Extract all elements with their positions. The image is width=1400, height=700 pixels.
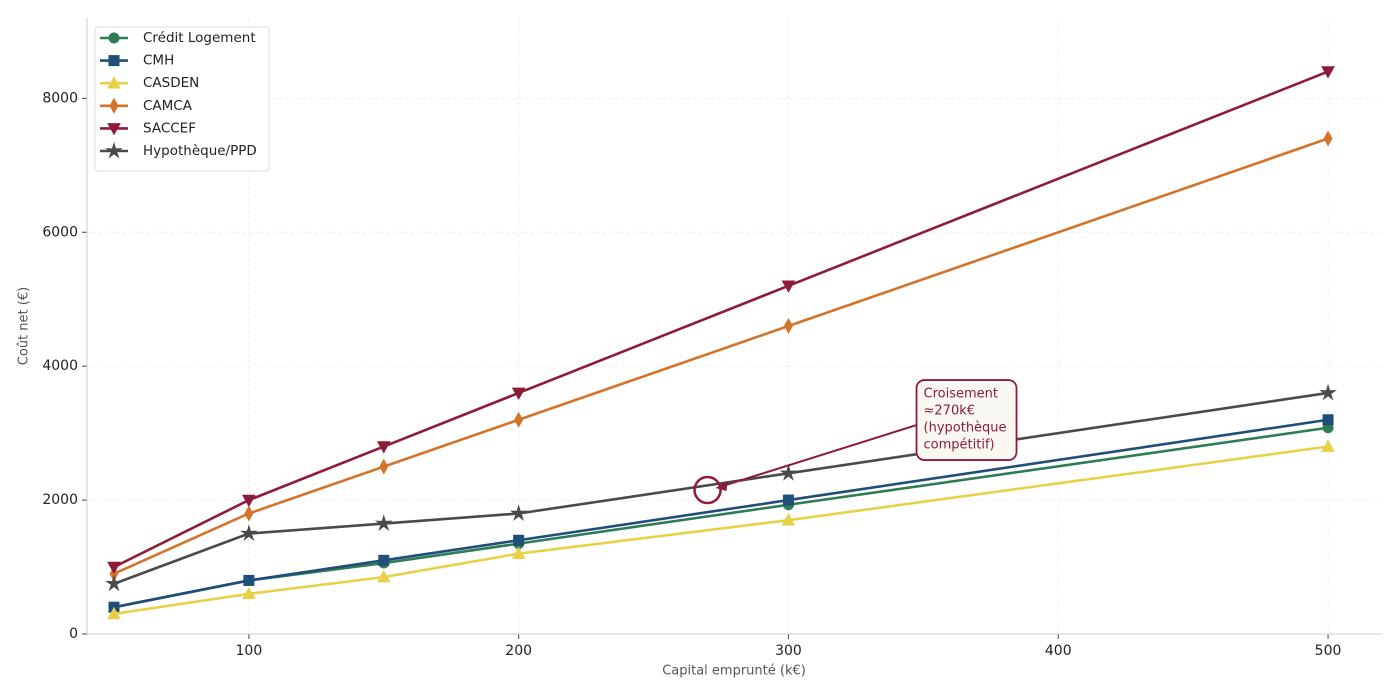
x-axis-label: Capital emprunté (k€) xyxy=(662,664,806,679)
y-tick-label: 2000 xyxy=(42,492,78,508)
series-line xyxy=(113,137,1329,575)
data-point xyxy=(514,411,524,428)
data-point xyxy=(511,387,526,400)
data-point xyxy=(240,524,258,542)
data-point xyxy=(242,586,256,600)
legend-marker xyxy=(107,76,121,89)
data-point xyxy=(511,546,526,559)
data-point xyxy=(376,441,391,454)
annotation-text: compétitif) xyxy=(924,438,995,453)
annotation-text: (hypothèque xyxy=(924,421,1007,436)
data-point xyxy=(374,514,393,532)
data-point xyxy=(105,574,123,592)
annotation-circle xyxy=(693,475,722,505)
data-point xyxy=(513,534,525,546)
data-point xyxy=(783,317,793,335)
data-point xyxy=(509,504,528,521)
data-point xyxy=(781,513,796,526)
data-point xyxy=(779,464,798,481)
y-tick-label: 6000 xyxy=(42,224,78,240)
data-point xyxy=(244,505,254,522)
data-point xyxy=(1322,414,1334,426)
series-line xyxy=(113,391,1329,586)
x-tick-label: 300 xyxy=(775,643,802,659)
y-tick-label: 8000 xyxy=(42,90,78,106)
x-tick-label: 500 xyxy=(1315,643,1342,659)
y-tick-label: 0 xyxy=(69,626,78,642)
data-point xyxy=(107,561,121,575)
legend-marker xyxy=(108,55,120,67)
annotation-text: ≈270k€ xyxy=(924,404,976,419)
legend-label: SACCEF xyxy=(143,120,196,136)
series-line xyxy=(113,426,1329,609)
y-axis-label: Coût net (€) xyxy=(17,287,32,365)
annotation-text: Croisement xyxy=(924,387,998,402)
annotation-box xyxy=(915,379,1018,461)
data-point xyxy=(1321,439,1335,452)
legend-marker xyxy=(107,123,121,136)
x-tick-label: 100 xyxy=(236,643,263,659)
x-tick-label: 400 xyxy=(1045,643,1072,659)
legend-label: Crédit Logement xyxy=(143,30,256,46)
data-point xyxy=(1321,66,1335,79)
y-tick-label: 4000 xyxy=(42,358,78,374)
legend-label: CAMCA xyxy=(143,98,193,114)
data-point xyxy=(1323,130,1333,147)
legend-marker xyxy=(109,97,119,114)
series-line xyxy=(113,70,1329,569)
x-tick-label: 200 xyxy=(505,643,532,659)
legend-label: CASDEN xyxy=(143,75,199,91)
data-point xyxy=(376,570,391,583)
annotation-arrowhead xyxy=(715,481,728,492)
legend-marker xyxy=(105,141,123,159)
legend-box xyxy=(94,26,270,172)
data-point xyxy=(1319,383,1337,401)
series-line xyxy=(113,418,1329,609)
annotation-arrow xyxy=(719,424,917,488)
data-point xyxy=(243,574,255,586)
data-point xyxy=(379,458,389,475)
legend-marker xyxy=(108,32,120,44)
data-point xyxy=(107,606,121,620)
data-point xyxy=(242,494,256,508)
series-line xyxy=(113,445,1329,616)
data-point xyxy=(378,554,390,566)
data-point xyxy=(781,280,796,293)
legend-label: CMH xyxy=(143,53,174,69)
legend-label: Hypothèque/PPD xyxy=(143,143,257,159)
data-point xyxy=(782,494,794,506)
